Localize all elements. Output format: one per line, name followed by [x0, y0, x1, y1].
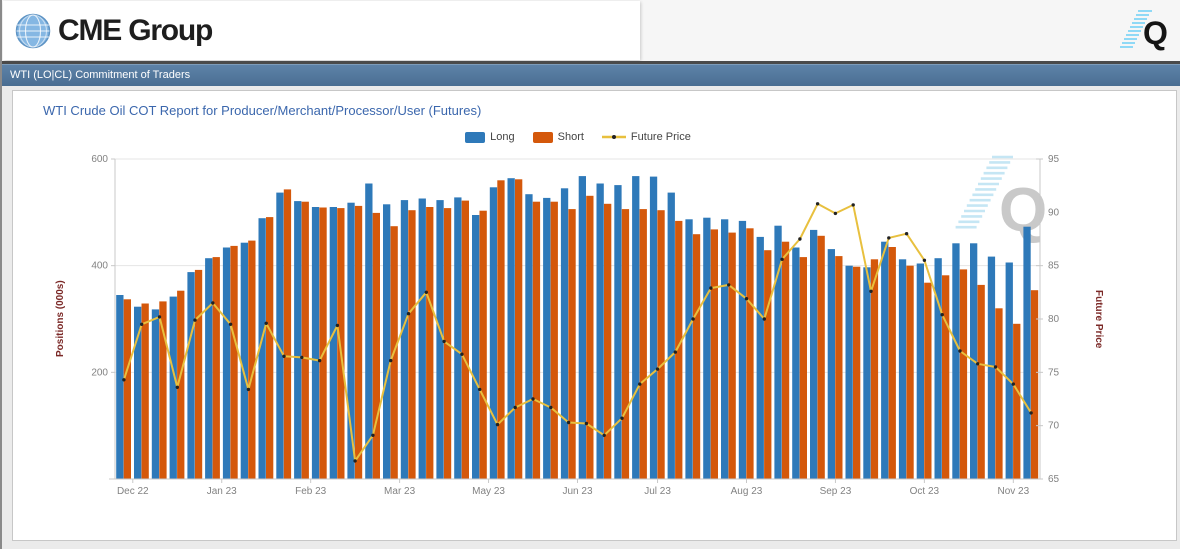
header-divider — [2, 61, 1180, 64]
svg-text:Jan 23: Jan 23 — [207, 486, 237, 497]
content-area: WTI Crude Oil COT Report for Producer/Me… — [2, 86, 1180, 549]
future-price-line — [122, 202, 1032, 462]
svg-text:Feb 23: Feb 23 — [295, 486, 327, 497]
short-bars — [123, 179, 1039, 480]
svg-text:Mar 23: Mar 23 — [384, 486, 416, 497]
top-header: CME Group Q — [2, 0, 1180, 61]
chart-title: WTI Crude Oil COT Report for Producer/Me… — [43, 103, 482, 118]
legend-label: Long — [490, 131, 515, 143]
svg-text:65: 65 — [1048, 474, 1060, 485]
svg-text:75: 75 — [1048, 367, 1060, 378]
legend-line-swatch — [601, 135, 626, 139]
module-header-title: WTI (LO|CL) Commitment of Traders — [10, 69, 191, 81]
svg-text:Q: Q — [999, 176, 1047, 245]
legend-item-short: Short — [532, 131, 584, 143]
svg-text:Jul 23: Jul 23 — [644, 486, 671, 497]
svg-text:200: 200 — [91, 367, 108, 378]
svg-text:Nov 23: Nov 23 — [997, 486, 1029, 497]
svg-text:95: 95 — [1048, 154, 1060, 165]
right-axis-title: Future Price — [1093, 289, 1104, 349]
svg-text:Aug 23: Aug 23 — [731, 486, 763, 497]
chart-panel: WTI Crude Oil COT Report for Producer/Me… — [12, 90, 1177, 541]
cot-chart: Q 200 400 600 65 70 75 80 85 90 95 Dec 22 Jan 23 Feb … — [91, 154, 1059, 497]
svg-text:85: 85 — [1048, 261, 1060, 272]
svg-text:Sep 23: Sep 23 — [820, 486, 852, 497]
svg-text:Q: Q — [1143, 15, 1168, 51]
quikstrike-flash-icon — [1120, 10, 1152, 48]
legend-item-future-price: Future Price — [601, 131, 691, 143]
svg-text:Dec 22: Dec 22 — [117, 486, 149, 497]
legend-label: Future Price — [630, 131, 691, 143]
future-price-markers — [122, 202, 1033, 463]
chart-legend: Long Short Future Price — [103, 131, 1053, 143]
quikstrike-logo: Q — [1120, 10, 1168, 51]
svg-text:Oct 23: Oct 23 — [910, 486, 940, 497]
cme-globe-icon — [15, 13, 51, 48]
long-bars — [116, 176, 1031, 480]
axes: 200 400 600 65 70 75 80 85 90 95 Dec 22 Jan 23 Feb 2… — [91, 154, 1059, 497]
cme-logo: CME Group — [3, 1, 640, 60]
cme-logo-text: CME Group — [58, 13, 213, 47]
svg-text:May 23: May 23 — [472, 486, 505, 497]
module-header: WTI (LO|CL) Commitment of Traders — [2, 64, 1180, 86]
svg-text:90: 90 — [1048, 207, 1060, 218]
svg-text:Jun 23: Jun 23 — [562, 486, 592, 497]
quikstrike-watermark: Q — [955, 155, 1047, 245]
legend-item-long: Long — [465, 131, 515, 143]
svg-text:70: 70 — [1048, 421, 1060, 432]
legend-swatch — [532, 131, 553, 143]
svg-text:80: 80 — [1048, 314, 1060, 325]
legend-swatch — [465, 131, 486, 143]
legend-label: Short — [557, 131, 584, 143]
svg-text:400: 400 — [91, 261, 108, 272]
svg-text:600: 600 — [91, 154, 108, 165]
